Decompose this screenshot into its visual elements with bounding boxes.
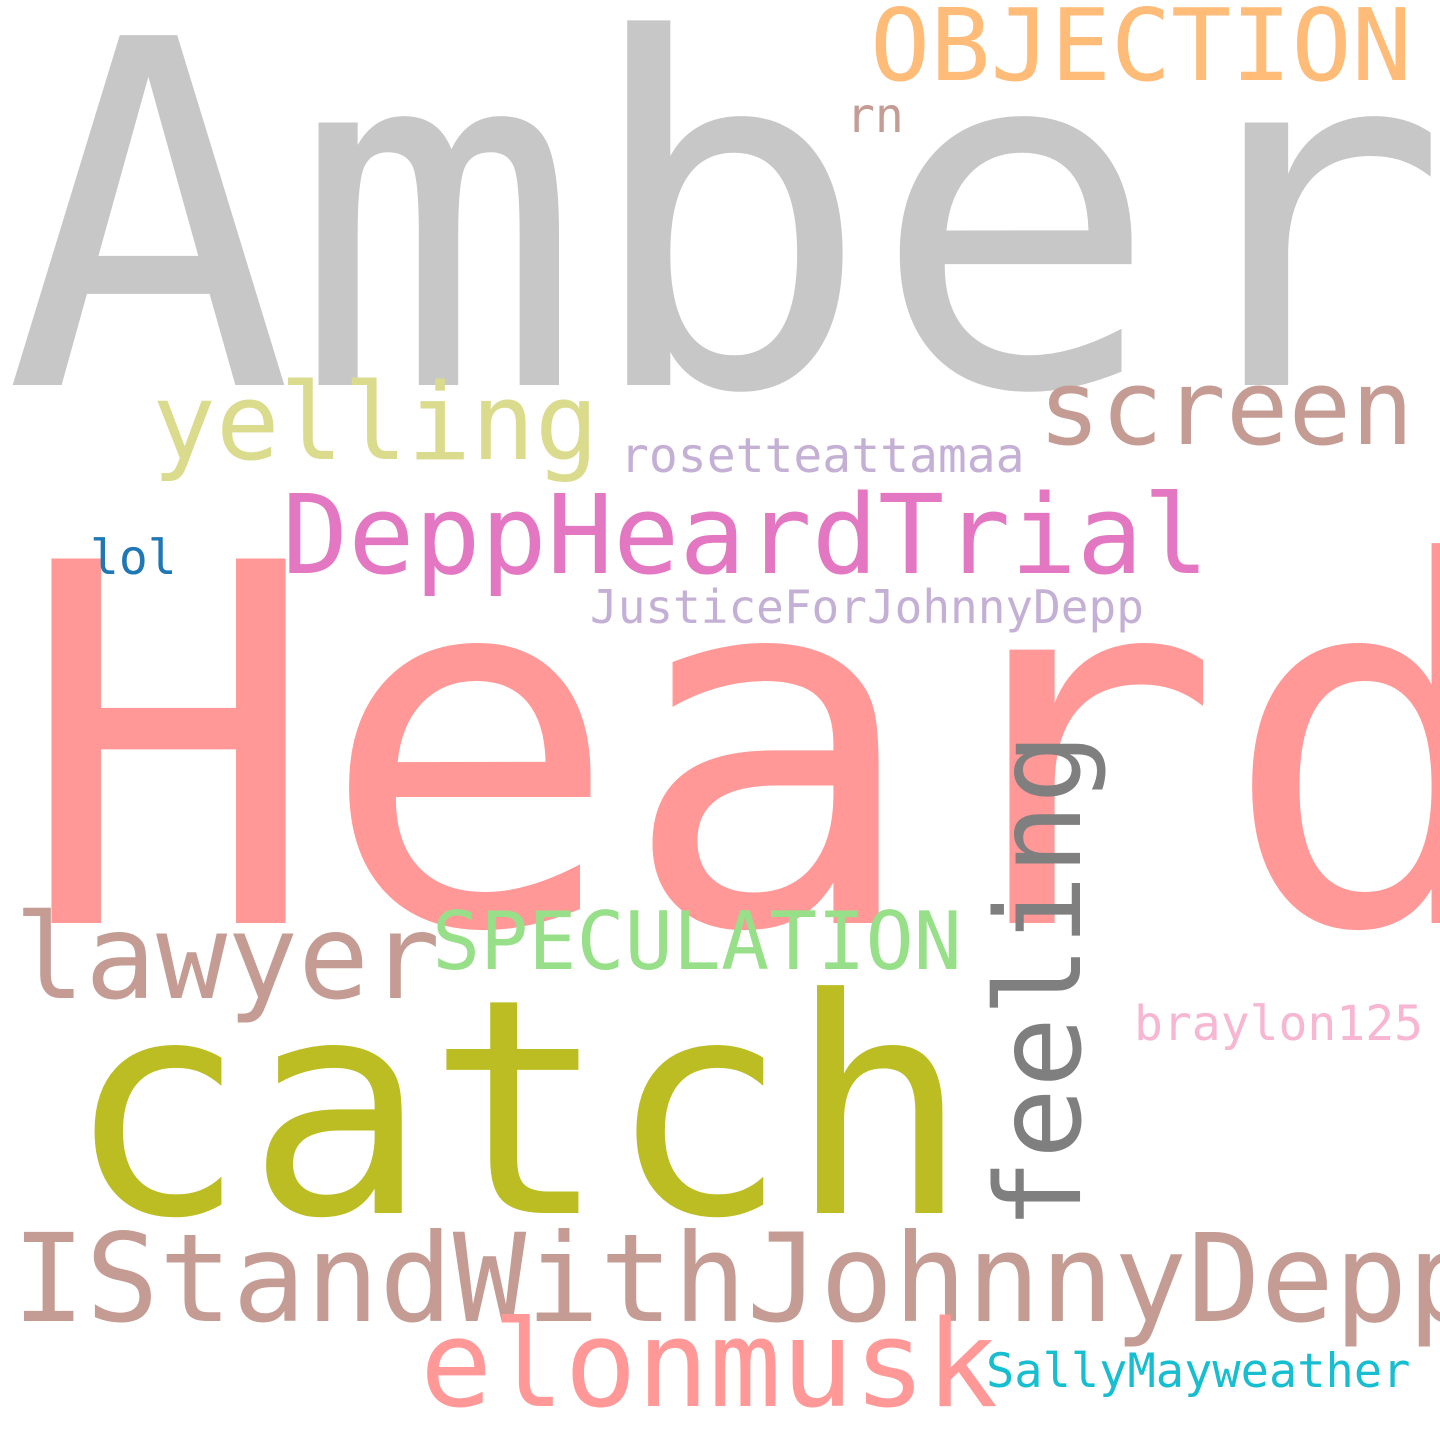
word-rn: rn bbox=[846, 88, 904, 144]
word-elonmusk: elonmusk bbox=[420, 1296, 998, 1435]
word-deppheardtrial: DeppHeardTrial bbox=[282, 471, 1210, 599]
word-justiceforjohnnydepp: JusticeForJohnnyDepp bbox=[590, 580, 1144, 634]
word-screen: screen bbox=[1038, 347, 1414, 469]
word-objection: OBJECTION bbox=[870, 0, 1412, 104]
word-catch: catch bbox=[66, 935, 970, 1284]
word-yelling: yelling bbox=[152, 361, 599, 484]
word-braylon125: braylon125 bbox=[1134, 996, 1423, 1052]
word-sallymayweather: SallyMayweather bbox=[986, 1344, 1411, 1399]
word-heard: Heard bbox=[18, 459, 1440, 1041]
word-amber: Amber bbox=[4, 0, 1440, 499]
word-lol: lol bbox=[90, 530, 177, 586]
word-feeling: feeling bbox=[970, 732, 1108, 1230]
word-lawyer: lawyer bbox=[14, 888, 441, 1026]
word-speculation: SPECULATION bbox=[432, 895, 962, 988]
word-istandwithjohnnydepp: IStandWithJohnnyDepp bbox=[12, 1208, 1440, 1350]
word-rosetteattamaa: rosetteattamaa bbox=[620, 428, 1025, 484]
